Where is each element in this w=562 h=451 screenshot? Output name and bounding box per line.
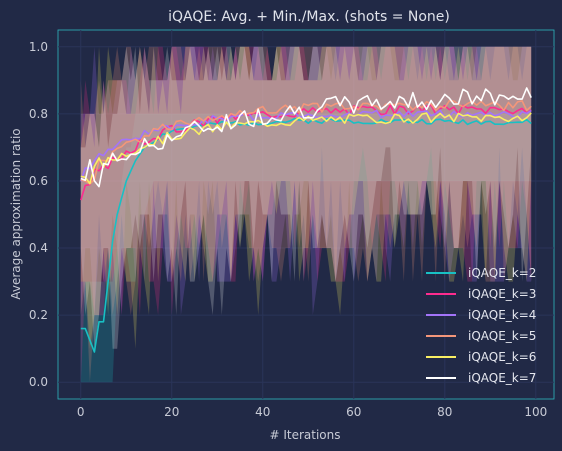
y-tick-label: 0.2 (29, 308, 48, 322)
y-tick-label: 0.4 (29, 241, 48, 255)
y-tick-label: 0.0 (29, 375, 48, 389)
y-axis-label: Average approximation ratio (9, 128, 23, 299)
x-tick-label: 40 (255, 405, 270, 419)
legend-label: iQAQE_k=3 (468, 287, 536, 301)
legend-label: iQAQE_k=4 (468, 308, 536, 322)
y-tick-label: 1.0 (29, 40, 48, 54)
legend-label: iQAQE_k=6 (468, 350, 536, 364)
x-axis-label: # Iterations (269, 428, 340, 442)
x-tick-label: 80 (437, 405, 452, 419)
y-tick-label: 0.6 (29, 174, 48, 188)
legend-label: iQAQE_k=7 (468, 371, 536, 385)
legend-label: iQAQE_k=5 (468, 329, 536, 343)
x-tick-label: 20 (164, 405, 179, 419)
chart-title: iQAQE: Avg. + Min./Max. (shots = None) (168, 9, 450, 25)
x-tick-label: 60 (346, 405, 361, 419)
x-tick-label: 0 (77, 405, 85, 419)
y-tick-label: 0.8 (29, 107, 48, 121)
legend-label: iQAQE_k=2 (468, 266, 536, 280)
x-tick-label: 100 (524, 405, 547, 419)
